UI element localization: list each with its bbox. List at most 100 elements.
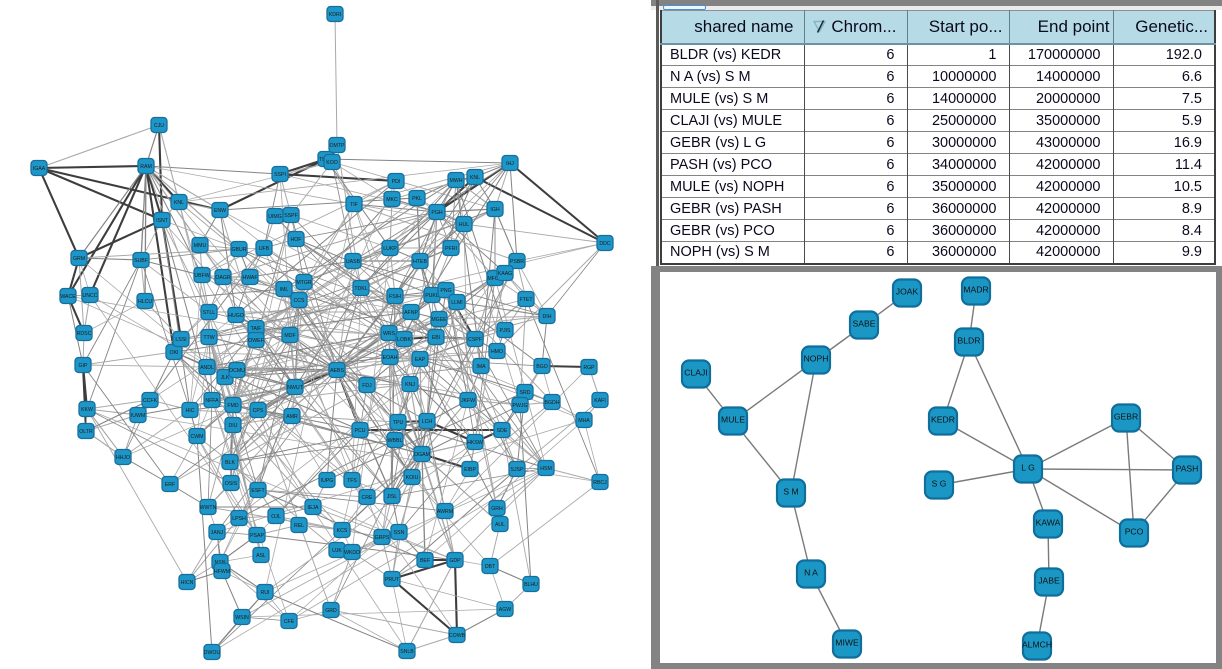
svg-text:PFRI: PFRI xyxy=(445,246,457,252)
svg-text:IUWM: IUWM xyxy=(131,413,145,419)
svg-text:OMTP: OMTP xyxy=(330,143,346,149)
svg-text:HUGO: HUGO xyxy=(228,313,244,319)
svg-text:OCMU: OCMU xyxy=(229,368,245,374)
svg-text:TFS: TFS xyxy=(347,478,357,484)
svg-text:ALMCH: ALMCH xyxy=(1022,640,1052,650)
svg-text:S M: S M xyxy=(783,487,798,497)
svg-text:IGAA: IGAA xyxy=(33,166,46,172)
svg-text:TTW: TTW xyxy=(203,335,214,341)
svg-text:CCS: CCS xyxy=(294,298,305,304)
svg-text:OSIS: OSIS xyxy=(225,481,238,487)
svg-text:OKI: OKI xyxy=(170,350,179,356)
svg-text:CSPF: CSPF xyxy=(468,337,482,343)
svg-text:TIF: TIF xyxy=(350,202,358,208)
svg-text:WSIN: WSIN xyxy=(235,615,249,621)
svg-text:UASB: UASB xyxy=(346,259,361,265)
svg-text:AFNP: AFNP xyxy=(404,310,418,316)
svg-text:RAM: RAM xyxy=(140,164,152,170)
svg-text:LSSI: LSSI xyxy=(175,337,186,343)
svg-text:MTGR: MTGR xyxy=(296,280,312,286)
svg-text:EBI: EBI xyxy=(432,335,440,341)
svg-text:HIC: HIC xyxy=(186,408,195,414)
svg-text:DBT: DBT xyxy=(485,564,496,570)
svg-text:HHJO: HHJO xyxy=(116,455,130,461)
svg-text:RUI: RUI xyxy=(261,590,270,596)
svg-text:REL: REL xyxy=(294,523,304,529)
svg-text:PSAP: PSAP xyxy=(250,533,264,539)
svg-text:IGH: IGH xyxy=(490,207,499,213)
svg-text:HSM: HSM xyxy=(540,466,552,472)
svg-text:PRUT: PRUT xyxy=(385,577,400,583)
svg-text:PASH: PASH xyxy=(1176,464,1199,474)
svg-text:WACE: WACE xyxy=(60,294,76,300)
svg-text:PDI: PDI xyxy=(392,179,401,185)
svg-text:FMD: FMD xyxy=(227,403,238,409)
svg-text:DDC: DDC xyxy=(599,241,610,247)
svg-text:GRH: GRH xyxy=(491,506,503,512)
svg-text:ASL: ASL xyxy=(256,553,266,559)
svg-text:SUBF: SUBF xyxy=(134,258,148,264)
svg-text:RDSC: RDSC xyxy=(77,331,92,337)
svg-text:TAIF: TAIF xyxy=(251,326,262,332)
svg-text:CPS: CPS xyxy=(253,408,264,414)
svg-text:FTET: FTET xyxy=(520,297,534,303)
svg-text:MKC: MKC xyxy=(386,197,398,203)
svg-text:LPSH: LPSH xyxy=(232,516,246,522)
svg-text:NFFA: NFFA xyxy=(205,398,219,404)
svg-text:PCU: PCU xyxy=(355,428,366,434)
svg-text:LCH: LCH xyxy=(422,419,433,425)
svg-text:UJK: UJK xyxy=(332,548,342,554)
svg-text:KOIU: KOIU xyxy=(406,475,419,481)
svg-text:PNG: PNG xyxy=(440,288,451,294)
svg-text:NWUT: NWUT xyxy=(287,385,303,391)
svg-text:BEF: BEF xyxy=(420,558,430,564)
svg-text:KNL: KNL xyxy=(470,175,480,181)
svg-text:KEDR: KEDR xyxy=(931,415,955,425)
svg-text:JKFW: JKFW xyxy=(461,398,475,404)
svg-text:LLMI: LLMI xyxy=(451,300,463,306)
svg-text:SABE: SABE xyxy=(853,319,876,329)
svg-text:HMO: HMO xyxy=(491,349,503,355)
svg-text:KOO: KOO xyxy=(326,160,338,166)
svg-text:HFWM: HFWM xyxy=(214,569,230,575)
svg-text:PGH: PGH xyxy=(431,210,442,216)
svg-text:WWTN: WWTN xyxy=(200,505,217,511)
svg-text:L G: L G xyxy=(1021,463,1035,473)
svg-text:MMU: MMU xyxy=(194,243,207,249)
svg-text:KCS: KCS xyxy=(337,528,348,534)
svg-text:KAAG: KAAG xyxy=(498,271,512,277)
svg-text:GBUR: GBUR xyxy=(232,247,247,253)
svg-text:GEBR: GEBR xyxy=(1114,412,1138,422)
svg-text:KKW: KKW xyxy=(81,407,93,413)
svg-text:AMR: AMR xyxy=(286,414,298,420)
svg-text:NOPH: NOPH xyxy=(804,354,829,364)
svg-text:PSBR: PSBR xyxy=(510,259,524,265)
svg-text:MULE: MULE xyxy=(721,415,745,425)
svg-text:IML: IML xyxy=(280,287,289,293)
svg-text:N A: N A xyxy=(804,568,818,578)
svg-text:SNLB: SNLB xyxy=(400,649,414,655)
svg-text:OLTR: OLTR xyxy=(79,429,93,435)
svg-text:LOBK: LOBK xyxy=(397,337,411,343)
svg-text:ERF: ERF xyxy=(165,482,175,488)
svg-text:KDRI: KDRI xyxy=(329,12,341,18)
svg-text:PKL: PKL xyxy=(412,196,422,202)
svg-text:HUL: HUL xyxy=(459,222,469,228)
svg-text:COWB: COWB xyxy=(449,633,466,639)
svg-text:FDJ: FDJ xyxy=(362,383,372,389)
svg-text:WBBL: WBBL xyxy=(388,438,403,444)
svg-text:BLHU: BLHU xyxy=(524,582,538,588)
svg-text:IMA: IMA xyxy=(476,364,486,370)
svg-text:CFE: CFE xyxy=(284,619,295,625)
svg-text:MGEE: MGEE xyxy=(431,317,447,323)
svg-text:ENW: ENW xyxy=(214,208,226,214)
svg-text:ESFT: ESFT xyxy=(251,488,265,494)
svg-text:MADR: MADR xyxy=(963,285,988,295)
svg-text:TDKL: TDKL xyxy=(354,286,367,292)
svg-text:UNCC: UNCC xyxy=(83,293,98,299)
svg-text:HLCU: HLCU xyxy=(138,299,152,305)
svg-text:KAFI: KAFI xyxy=(594,398,606,404)
svg-text:LUKP: LUKP xyxy=(383,246,397,252)
svg-text:WRS: WRS xyxy=(383,331,396,337)
svg-text:SRD: SRD xyxy=(520,390,531,396)
